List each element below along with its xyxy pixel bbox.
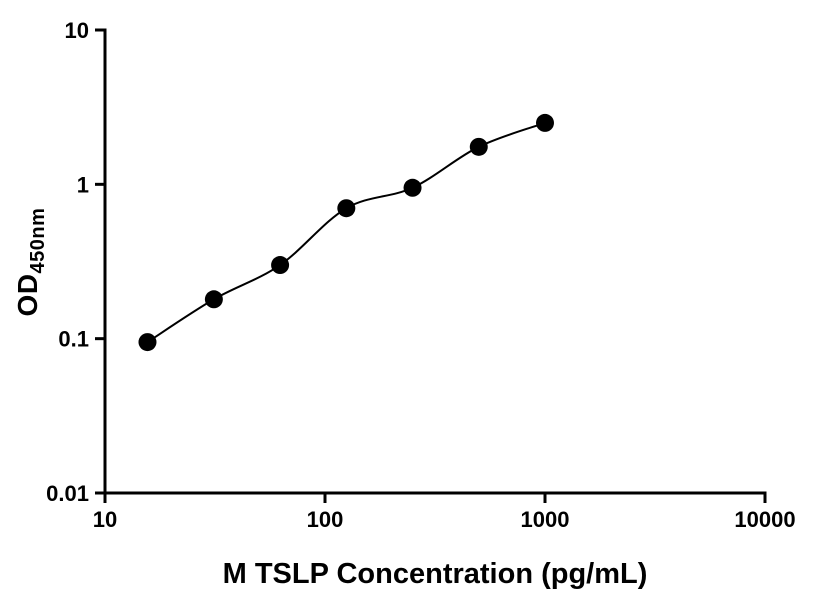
x-tick-label: 1000 bbox=[521, 507, 570, 532]
x-tick-label: 10 bbox=[93, 507, 117, 532]
data-point bbox=[138, 333, 157, 352]
data-point bbox=[536, 113, 554, 132]
y-axis-label: OD450nm bbox=[12, 208, 50, 317]
data-point bbox=[469, 137, 488, 156]
fit-curve bbox=[146, 121, 546, 343]
data-point bbox=[337, 199, 356, 218]
x-axis-label: M TSLP Concentration (pg/mL) bbox=[222, 558, 648, 590]
y-tick-label: 1 bbox=[77, 172, 89, 197]
x-tick-label: 100 bbox=[307, 507, 344, 532]
axis-spines bbox=[103, 28, 767, 495]
data-point bbox=[403, 178, 422, 197]
data-point bbox=[204, 290, 223, 309]
y-tick-label: 0.01 bbox=[46, 481, 89, 506]
y-axis-label-subscript: 450nm bbox=[26, 207, 49, 274]
data-point bbox=[271, 256, 290, 275]
x-tick-label: 10000 bbox=[734, 507, 795, 532]
y-tick-label: 0.1 bbox=[58, 327, 89, 352]
y-tick-label: 10 bbox=[65, 18, 89, 43]
y-axis-label-main: OD bbox=[12, 273, 44, 317]
